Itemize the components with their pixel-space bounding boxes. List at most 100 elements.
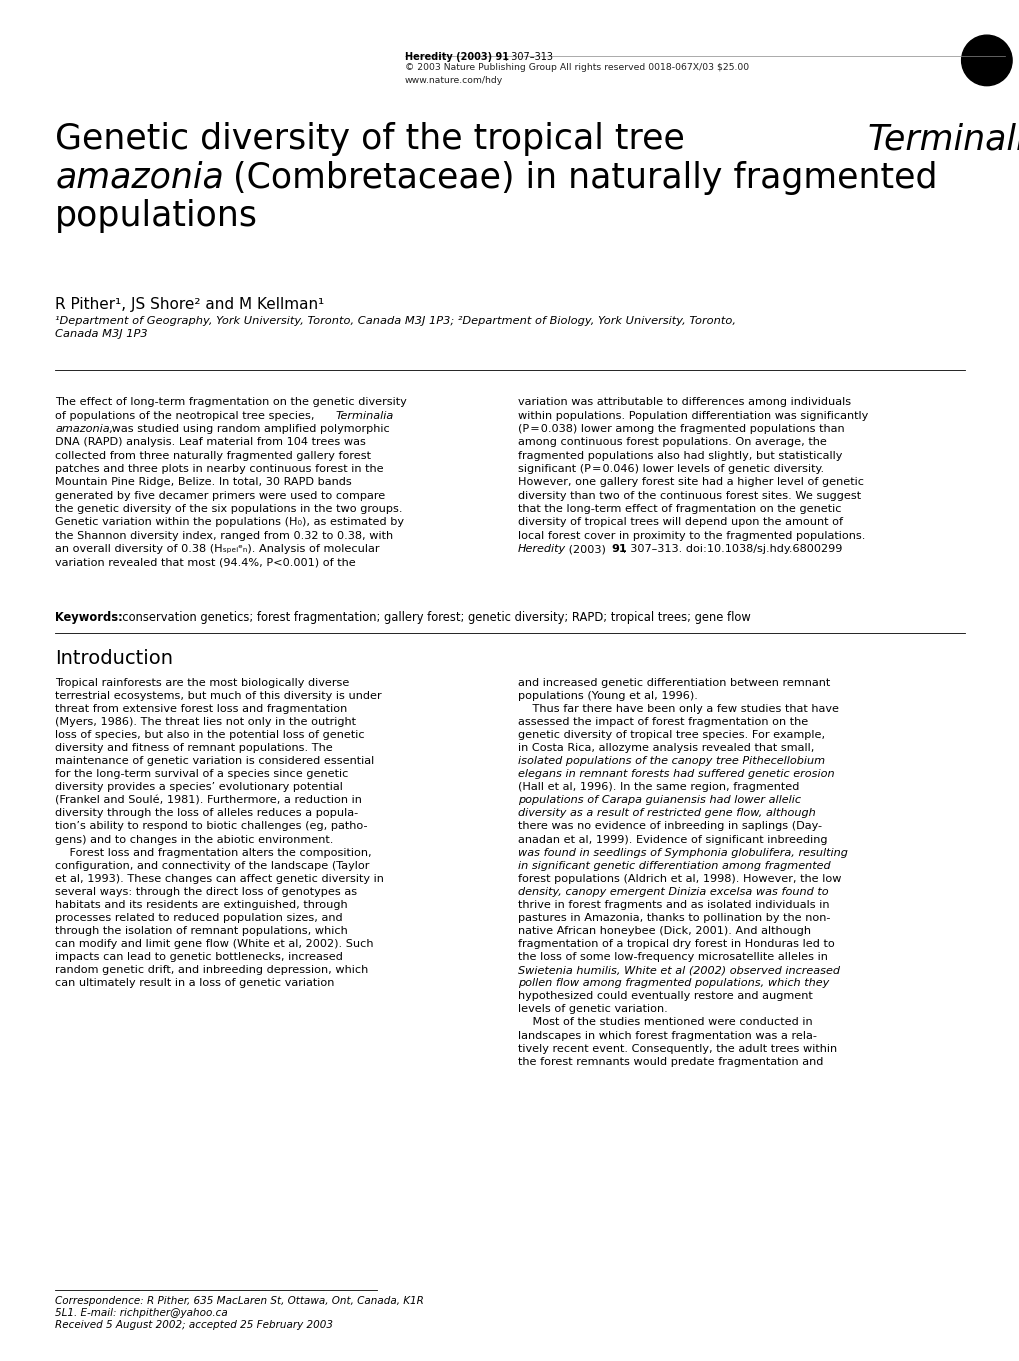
Text: Canada M3J 1P3: Canada M3J 1P3	[55, 329, 148, 339]
Text: diversity than two of the continuous forest sites. We suggest: diversity than two of the continuous for…	[518, 491, 860, 501]
Text: in Costa Rica, allozyme analysis revealed that small,: in Costa Rica, allozyme analysis reveale…	[518, 743, 814, 753]
Text: an overall diversity of 0.38 (Hₛₚₑ⁣ᵢᵉₙ). Analysis of molecular: an overall diversity of 0.38 (Hₛₚₑ⁣ᵢᵉₙ).…	[55, 544, 379, 554]
Text: amazonia,: amazonia,	[55, 425, 113, 434]
Text: generated by five decamer primers were used to compare: generated by five decamer primers were u…	[55, 491, 385, 501]
Text: (Myers, 1986). The threat lies not only in the outright: (Myers, 1986). The threat lies not only …	[55, 717, 356, 727]
Text: R Pither¹, JS Shore² and M Kellman¹: R Pither¹, JS Shore² and M Kellman¹	[55, 297, 324, 312]
Text: the genetic diversity of the six populations in the two groups.: the genetic diversity of the six populat…	[55, 504, 403, 514]
Text: isolated populations of the canopy tree Pithecellobium: isolated populations of the canopy tree …	[518, 757, 824, 766]
Text: of populations of the neotropical tree species,: of populations of the neotropical tree s…	[55, 411, 318, 421]
Text: DNA (RAPD) analysis. Leaf material from 104 trees was: DNA (RAPD) analysis. Leaf material from …	[55, 437, 366, 448]
Text: tively recent event. Consequently, the adult trees within: tively recent event. Consequently, the a…	[518, 1044, 837, 1053]
Text: (2003): (2003)	[565, 544, 609, 554]
Text: within populations. Population differentiation was significantly: within populations. Population different…	[518, 411, 867, 421]
Text: local forest cover in proximity to the fragmented populations.: local forest cover in proximity to the f…	[518, 531, 865, 540]
Text: and increased genetic differentiation between remnant: and increased genetic differentiation be…	[518, 678, 829, 687]
Text: amazonia: amazonia	[55, 161, 223, 195]
Text: can modify and limit gene flow (White et al, 2002). Such: can modify and limit gene flow (White et…	[55, 939, 373, 949]
Text: threat from extensive forest loss and fragmentation: threat from extensive forest loss and fr…	[55, 704, 347, 715]
Text: elegans in remnant forests had suffered genetic erosion: elegans in remnant forests had suffered …	[518, 769, 834, 780]
Text: among continuous forest populations. On average, the: among continuous forest populations. On …	[518, 437, 826, 448]
Text: Most of the studies mentioned were conducted in: Most of the studies mentioned were condu…	[518, 1018, 812, 1028]
Text: collected from three naturally fragmented gallery forest: collected from three naturally fragmente…	[55, 450, 371, 461]
Text: assessed the impact of forest fragmentation on the: assessed the impact of forest fragmentat…	[518, 717, 808, 727]
Text: Terminalia: Terminalia	[335, 411, 393, 421]
Text: ¹Department of Geography, York University, Toronto, Canada M3J 1P3; ²Department : ¹Department of Geography, York Universit…	[55, 316, 736, 325]
Text: was found in seedlings of Symphonia globulifera, resulting: was found in seedlings of Symphonia glob…	[518, 848, 847, 857]
Text: Forest loss and fragmentation alters the composition,: Forest loss and fragmentation alters the…	[55, 848, 371, 857]
Text: terrestrial ecosystems, but much of this diversity is under: terrestrial ecosystems, but much of this…	[55, 691, 381, 701]
Text: However, one gallery forest site had a higher level of genetic: However, one gallery forest site had a h…	[518, 478, 863, 487]
Text: there was no evidence of inbreeding in saplings (Day-: there was no evidence of inbreeding in s…	[518, 822, 821, 832]
Text: , 307–313: , 307–313	[504, 52, 552, 61]
Text: the forest remnants would predate fragmentation and: the forest remnants would predate fragme…	[518, 1056, 822, 1067]
Text: native African honeybee (Dick, 2001). And although: native African honeybee (Dick, 2001). An…	[518, 925, 810, 936]
Text: Swietenia humilis, White et al (2002) observed increased: Swietenia humilis, White et al (2002) ob…	[518, 965, 840, 976]
Text: in significant genetic differentiation among fragmented: in significant genetic differentiation a…	[518, 860, 829, 871]
Text: random genetic drift, and inbreeding depression, which: random genetic drift, and inbreeding dep…	[55, 965, 368, 976]
Text: Received 5 August 2002; accepted 25 February 2003: Received 5 August 2002; accepted 25 Febr…	[55, 1320, 333, 1331]
Text: diversity of tropical trees will depend upon the amount of: diversity of tropical trees will depend …	[518, 517, 843, 528]
Text: habitats and its residents are extinguished, through: habitats and its residents are extinguis…	[55, 900, 347, 911]
Text: processes related to reduced population sizes, and: processes related to reduced population …	[55, 913, 342, 923]
Text: (P = 0.038) lower among the fragmented populations than: (P = 0.038) lower among the fragmented p…	[518, 425, 844, 434]
Text: (Combretaceae) in naturally fragmented: (Combretaceae) in naturally fragmented	[221, 161, 936, 195]
Text: Genetic variation within the populations (H₀), as estimated by: Genetic variation within the populations…	[55, 517, 404, 528]
Text: through the isolation of remnant populations, which: through the isolation of remnant populat…	[55, 925, 347, 936]
Text: diversity and fitness of remnant populations. The: diversity and fitness of remnant populat…	[55, 743, 332, 753]
Text: fragmented populations also had slightly, but statistically: fragmented populations also had slightly…	[518, 450, 842, 461]
Text: (Frankel and Soulé, 1981). Furthermore, a reduction in: (Frankel and Soulé, 1981). Furthermore, …	[55, 795, 362, 806]
Text: the Shannon diversity index, ranged from 0.32 to 0.38, with: the Shannon diversity index, ranged from…	[55, 531, 392, 540]
Text: diversity as a result of restricted gene flow, although: diversity as a result of restricted gene…	[518, 808, 815, 818]
Text: © 2003 Nature Publishing Group All rights reserved 0018-067X/03 $25.00: © 2003 Nature Publishing Group All right…	[405, 63, 748, 72]
Text: hypothesized could eventually restore and augment: hypothesized could eventually restore an…	[518, 991, 812, 1002]
Text: was studied using random amplified polymorphic: was studied using random amplified polym…	[108, 425, 389, 434]
Text: anadan et al, 1999). Evidence of significant inbreeding: anadan et al, 1999). Evidence of signifi…	[518, 834, 826, 845]
Text: diversity through the loss of alleles reduces a popula-: diversity through the loss of alleles re…	[55, 808, 358, 818]
Text: conservation genetics; forest fragmentation; gallery forest; genetic diversity; : conservation genetics; forest fragmentat…	[114, 611, 750, 625]
Text: (Hall et al, 1996). In the same region, fragmented: (Hall et al, 1996). In the same region, …	[518, 783, 799, 792]
Text: , 307–313. doi:10.1038/sj.hdy.6800299: , 307–313. doi:10.1038/sj.hdy.6800299	[623, 544, 842, 554]
Text: The effect of long-term fragmentation on the genetic diversity: The effect of long-term fragmentation on…	[55, 397, 407, 407]
Text: pastures in Amazonia, thanks to pollination by the non-: pastures in Amazonia, thanks to pollinat…	[518, 913, 829, 923]
Text: levels of genetic variation.: levels of genetic variation.	[518, 1004, 667, 1014]
Text: several ways: through the direct loss of genotypes as: several ways: through the direct loss of…	[55, 887, 357, 897]
Text: Mountain Pine Ridge, Belize. In total, 30 RAPD bands: Mountain Pine Ridge, Belize. In total, 3…	[55, 478, 352, 487]
Text: fragmentation of a tropical dry forest in Honduras led to: fragmentation of a tropical dry forest i…	[518, 939, 835, 949]
Text: Terminalia: Terminalia	[867, 122, 1019, 157]
Text: genetic diversity of tropical tree species. For example,: genetic diversity of tropical tree speci…	[518, 729, 824, 740]
Text: populations (Young et al, 1996).: populations (Young et al, 1996).	[518, 691, 697, 701]
Text: populations of Carapa guianensis had lower allelic: populations of Carapa guianensis had low…	[518, 795, 800, 806]
Text: landscapes in which forest fragmentation was a rela-: landscapes in which forest fragmentation…	[518, 1030, 816, 1041]
Text: Tropical rainforests are the most biologically diverse: Tropical rainforests are the most biolog…	[55, 678, 350, 687]
Text: impacts can lead to genetic bottlenecks, increased: impacts can lead to genetic bottlenecks,…	[55, 953, 342, 962]
Text: Introduction: Introduction	[55, 649, 173, 668]
Text: for the long-term survival of a species since genetic: for the long-term survival of a species …	[55, 769, 348, 780]
Text: maintenance of genetic variation is considered essential: maintenance of genetic variation is cons…	[55, 757, 374, 766]
Text: pollen flow among fragmented populations, which they: pollen flow among fragmented populations…	[518, 979, 828, 988]
Text: the loss of some low-frequency microsatellite alleles in: the loss of some low-frequency microsate…	[518, 953, 827, 962]
Text: Keywords:: Keywords:	[55, 611, 122, 625]
Text: 91: 91	[611, 544, 627, 554]
Text: Heredity (2003) 91: Heredity (2003) 91	[405, 52, 508, 61]
Text: www.nature.com/hdy: www.nature.com/hdy	[405, 76, 502, 86]
Text: thrive in forest fragments and as isolated individuals in: thrive in forest fragments and as isolat…	[518, 900, 828, 911]
Text: Thus far there have been only a few studies that have: Thus far there have been only a few stud…	[518, 704, 839, 715]
Text: forest populations (Aldrich et al, 1998). However, the low: forest populations (Aldrich et al, 1998)…	[518, 874, 841, 883]
Text: tion’s ability to respond to biotic challenges (eg, patho-: tion’s ability to respond to biotic chal…	[55, 822, 367, 832]
Text: variation revealed that most (94.4%, P<0.001) of the: variation revealed that most (94.4%, P<0…	[55, 558, 356, 568]
Text: 5L1. E-mail: richpither@yahoo.ca: 5L1. E-mail: richpither@yahoo.ca	[55, 1308, 227, 1317]
Text: npg: npg	[972, 54, 1000, 67]
Text: patches and three plots in nearby continuous forest in the: patches and three plots in nearby contin…	[55, 464, 383, 474]
Text: et al, 1993). These changes can affect genetic diversity in: et al, 1993). These changes can affect g…	[55, 874, 383, 883]
Text: significant (P = 0.046) lower levels of genetic diversity.: significant (P = 0.046) lower levels of …	[518, 464, 823, 474]
Text: configuration, and connectivity of the landscape (Taylor: configuration, and connectivity of the l…	[55, 860, 369, 871]
Circle shape	[961, 35, 1011, 86]
Text: diversity provides a species’ evolutionary potential: diversity provides a species’ evolutiona…	[55, 783, 342, 792]
Text: populations: populations	[55, 199, 258, 233]
Text: that the long-term effect of fragmentation on the genetic: that the long-term effect of fragmentati…	[518, 504, 841, 514]
Text: Heredity: Heredity	[518, 544, 566, 554]
Text: can ultimately result in a loss of genetic variation: can ultimately result in a loss of genet…	[55, 979, 334, 988]
Text: loss of species, but also in the potential loss of genetic: loss of species, but also in the potenti…	[55, 729, 365, 740]
Text: gens) and to changes in the abiotic environment.: gens) and to changes in the abiotic envi…	[55, 834, 333, 845]
